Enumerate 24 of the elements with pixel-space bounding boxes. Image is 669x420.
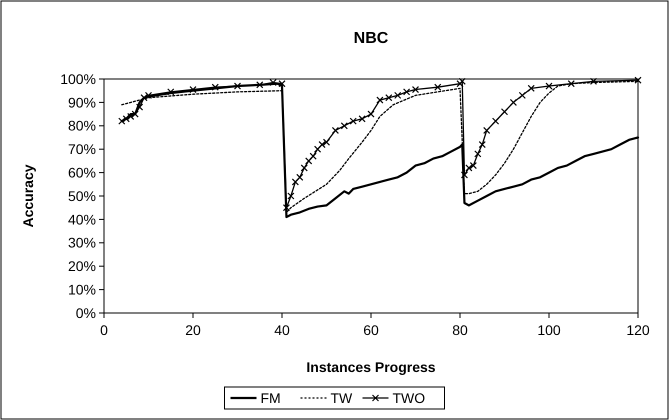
- y-tick-label: 40%: [68, 211, 96, 228]
- legend-label: TWO: [392, 390, 426, 406]
- x-tick-label: 40: [274, 322, 290, 338]
- y-tick-label: 50%: [68, 188, 96, 204]
- x-tick-label: 100: [537, 322, 561, 338]
- y-tick-label: 70%: [68, 141, 96, 158]
- y-axis-title: Accuracy: [20, 164, 36, 228]
- x-tick-label: 60: [363, 322, 379, 338]
- chart-title: NBC: [354, 30, 389, 47]
- y-tick-label: 30%: [68, 234, 96, 251]
- x-tick-label: 120: [626, 322, 650, 338]
- y-tick-label: 20%: [68, 258, 96, 274]
- y-tick-label: 80%: [68, 118, 96, 134]
- x-tick-label: 80: [452, 322, 468, 338]
- y-tick-label: 60%: [68, 164, 96, 180]
- x-axis-title: Instances Progress: [306, 359, 436, 375]
- y-tick-label: 100%: [60, 70, 96, 87]
- x-tick-label: 20: [185, 322, 201, 338]
- legend-label: FM: [260, 390, 281, 406]
- x-tick-label: 0: [100, 322, 108, 338]
- y-tick-label: 0%: [76, 304, 96, 321]
- y-tick-label: 90%: [68, 94, 96, 110]
- y-tick-label: 10%: [68, 282, 96, 298]
- legend-label: TW: [330, 390, 354, 406]
